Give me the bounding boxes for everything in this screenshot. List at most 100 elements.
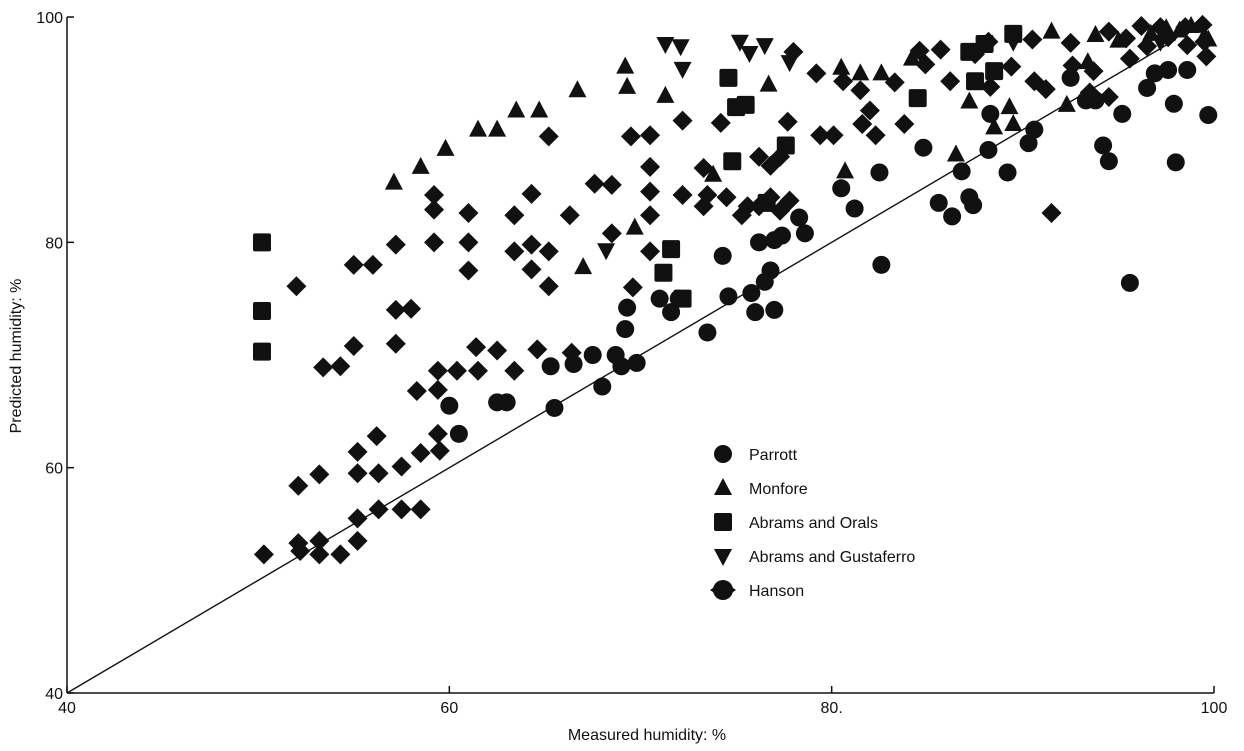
point-monfore: [851, 63, 870, 81]
point-hanson: [620, 126, 641, 147]
point-hanson: [538, 126, 559, 147]
point-abrams-and-gustaferro: [1151, 34, 1170, 52]
tick-labels: 40 60 80. 100 40 60 80 100: [36, 10, 1227, 717]
point-parrott: [1164, 94, 1183, 113]
point-hanson: [330, 544, 351, 565]
point-hanson: [833, 71, 854, 92]
point-parrott: [795, 224, 814, 243]
y-axis-title: Predicted humidity: %: [8, 279, 25, 434]
point-hanson: [915, 54, 936, 75]
point-hanson: [538, 276, 559, 297]
point-parrott: [765, 300, 784, 319]
point-hanson: [1001, 56, 1022, 77]
point-abrams-and-gustaferro: [730, 34, 749, 52]
point-monfore: [574, 257, 593, 275]
point-hanson: [309, 544, 330, 565]
point-hanson: [850, 80, 871, 101]
point-monfore: [836, 161, 855, 179]
point-parrott: [929, 193, 948, 212]
point-parrott: [1159, 60, 1178, 79]
point-hanson: [884, 72, 905, 93]
legend-marker-parrott: [714, 445, 732, 463]
legend-label-monfore: Monfore: [749, 481, 808, 498]
point-monfore: [832, 57, 851, 75]
point-hanson: [521, 259, 542, 280]
point-abrams-and-orals: [252, 302, 271, 321]
point-hanson: [640, 156, 661, 177]
point-hanson: [806, 63, 827, 84]
point-hanson: [466, 337, 487, 358]
point-hanson: [410, 499, 431, 520]
point-parrott: [698, 323, 717, 342]
point-hanson: [538, 241, 559, 262]
point-parrott: [618, 298, 637, 317]
point-parrott: [440, 396, 459, 415]
point-hanson: [584, 173, 605, 194]
point-parrott: [650, 289, 669, 308]
point-hanson: [446, 360, 467, 381]
point-monfore: [656, 85, 675, 103]
point-hanson: [347, 508, 368, 529]
point-hanson: [286, 276, 307, 297]
point-parrott: [832, 179, 851, 198]
point-parrott: [742, 284, 761, 303]
point-monfore: [902, 48, 921, 66]
point-monfore: [436, 138, 455, 156]
point-hanson: [1131, 16, 1152, 37]
point-hanson: [1098, 21, 1119, 42]
point-hanson: [980, 76, 1001, 97]
point-monfore: [872, 63, 891, 81]
point-monfore: [384, 172, 403, 190]
point-monfore: [704, 164, 723, 182]
y-tick-label: 40: [45, 686, 63, 703]
point-abrams-and-orals: [723, 152, 742, 171]
point-monfore: [411, 156, 430, 174]
point-abrams-and-orals: [719, 68, 738, 87]
point-parrott: [1094, 136, 1113, 155]
point-hanson: [458, 260, 479, 281]
point-hanson: [521, 234, 542, 255]
point-hanson: [1196, 46, 1217, 67]
point-monfore: [618, 76, 637, 94]
point-hanson: [810, 125, 831, 146]
point-parrott: [593, 377, 612, 396]
point-hanson: [406, 381, 427, 402]
point-hanson: [521, 183, 542, 204]
point-abrams-and-orals: [736, 95, 755, 114]
point-abrams-and-orals: [757, 193, 776, 212]
point-hanson: [487, 340, 508, 361]
point-hanson: [693, 157, 714, 178]
point-hanson: [427, 379, 448, 400]
point-hanson: [527, 339, 548, 360]
point-parrott: [979, 140, 998, 159]
point-monfore: [625, 217, 644, 235]
point-hanson: [458, 203, 479, 224]
point-abrams-and-orals: [1004, 24, 1023, 43]
point-hanson: [640, 205, 661, 226]
point-abrams-and-gustaferro: [671, 39, 690, 57]
point-hanson: [429, 440, 450, 461]
point-hanson: [347, 530, 368, 551]
point-parrott: [845, 199, 864, 218]
point-hanson: [385, 333, 406, 354]
point-hanson: [1177, 35, 1198, 56]
point-parrott: [669, 289, 688, 308]
point-parrott: [1120, 273, 1139, 292]
point-parrott: [746, 303, 765, 322]
point-hanson: [401, 298, 422, 319]
point-parrott: [750, 233, 769, 252]
point-hanson: [313, 357, 334, 378]
point-hanson: [343, 335, 364, 356]
legend-marker-hanson-diamond: [710, 581, 736, 599]
point-monfore: [568, 80, 587, 98]
point-hanson: [385, 299, 406, 320]
point-hanson: [1119, 48, 1140, 69]
point-abrams-and-orals: [960, 42, 979, 61]
y-tick-label: 100: [36, 10, 63, 27]
point-hanson: [347, 441, 368, 462]
point-hanson: [1060, 32, 1081, 53]
point-hanson: [424, 232, 445, 253]
legend-label-abrams-and-gustaferro: Abrams and Gustaferro: [749, 549, 915, 566]
point-abrams-and-orals: [908, 89, 927, 108]
point-parrott: [1138, 78, 1157, 97]
